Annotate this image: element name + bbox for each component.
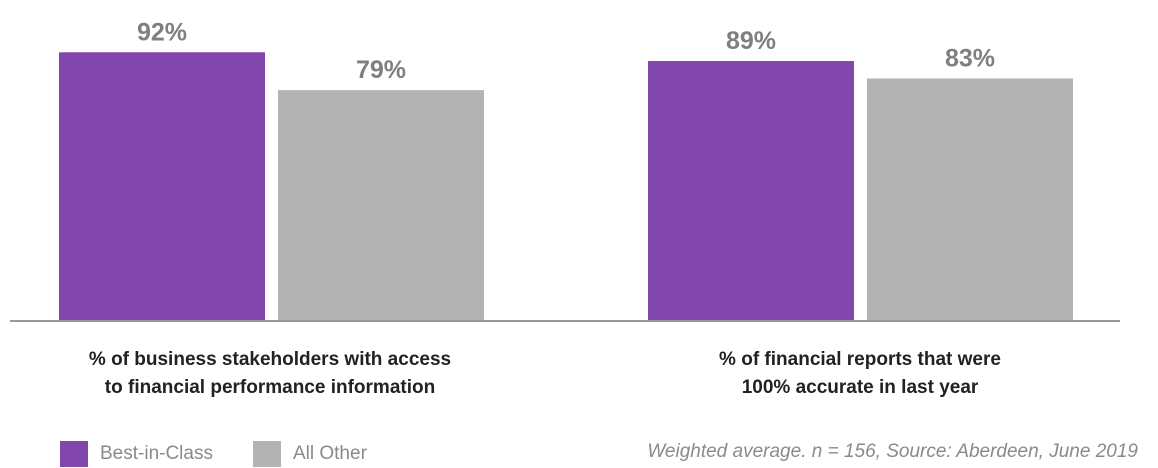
data-label: 83% xyxy=(945,44,995,72)
legend-label: All Other xyxy=(292,443,367,464)
data-label: 92% xyxy=(137,18,187,46)
category-label-line: to financial performance information xyxy=(104,377,436,398)
legend-swatch-all-other xyxy=(252,441,281,467)
category-label-line: % of financial reports that were xyxy=(719,349,1001,370)
bar-best-in-class-1 xyxy=(648,61,854,320)
legend: Best-in-Class All Other xyxy=(60,440,407,468)
data-label: 89% xyxy=(726,27,776,55)
data-label: 79% xyxy=(356,56,406,84)
category-label-line: % of business stakeholders with access xyxy=(88,349,452,370)
source-note: Weighted average. n = 156, Source: Aberd… xyxy=(647,441,1138,462)
legend-swatch-best-in-class xyxy=(60,441,88,467)
bar-chart: 92% 89% 79% 83% xyxy=(10,18,1120,322)
legend-item-all-other: All Other xyxy=(252,441,367,467)
category-label-reports-accurate: % of financial reports that were 100% ac… xyxy=(600,346,1120,402)
bar-all-other-0 xyxy=(278,90,484,320)
bar-best-in-class-0 xyxy=(59,52,265,320)
category-label-stakeholders-access: % of business stakeholders with access t… xyxy=(10,346,530,402)
bar-all-other-1 xyxy=(867,78,1073,320)
legend-item-best-in-class: Best-in-Class xyxy=(60,441,213,467)
category-label-line: 100% accurate in last year xyxy=(741,377,979,398)
legend-label: Best-in-Class xyxy=(100,443,213,464)
